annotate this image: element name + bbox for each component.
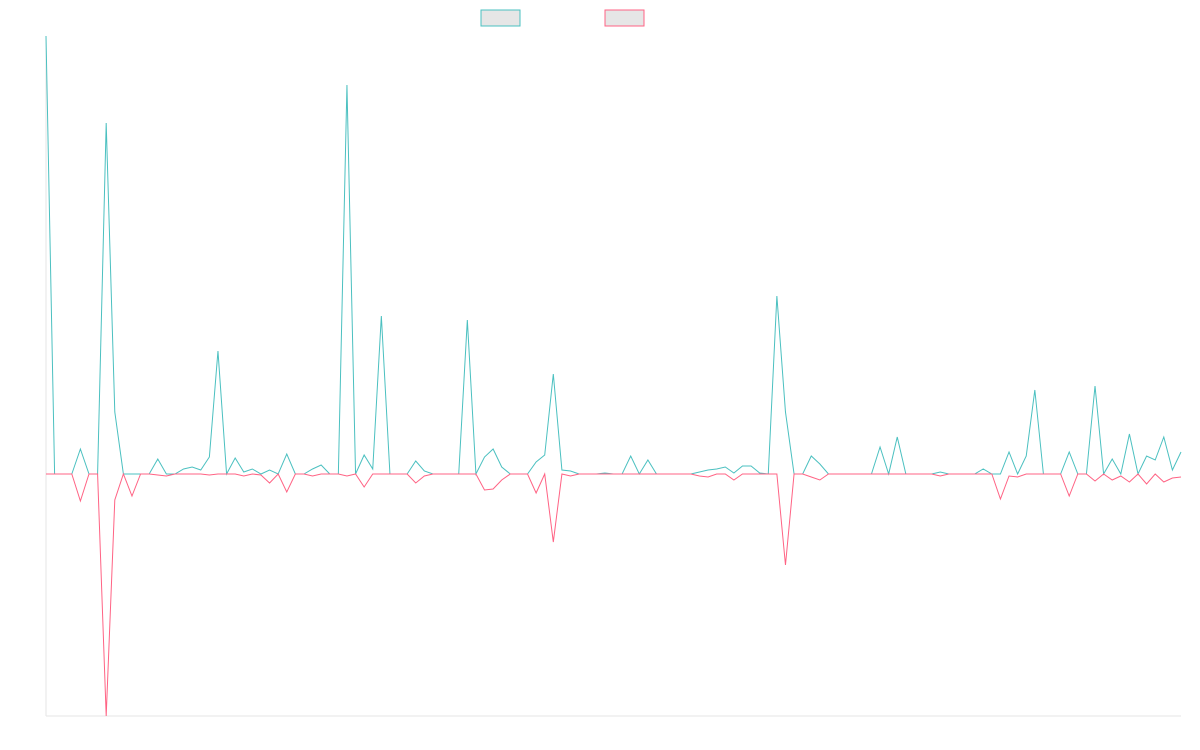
line-series (46, 472, 1182, 717)
legend-swatch (604, 9, 645, 27)
line-series (45, 35, 1182, 476)
legend-swatch (480, 9, 521, 27)
